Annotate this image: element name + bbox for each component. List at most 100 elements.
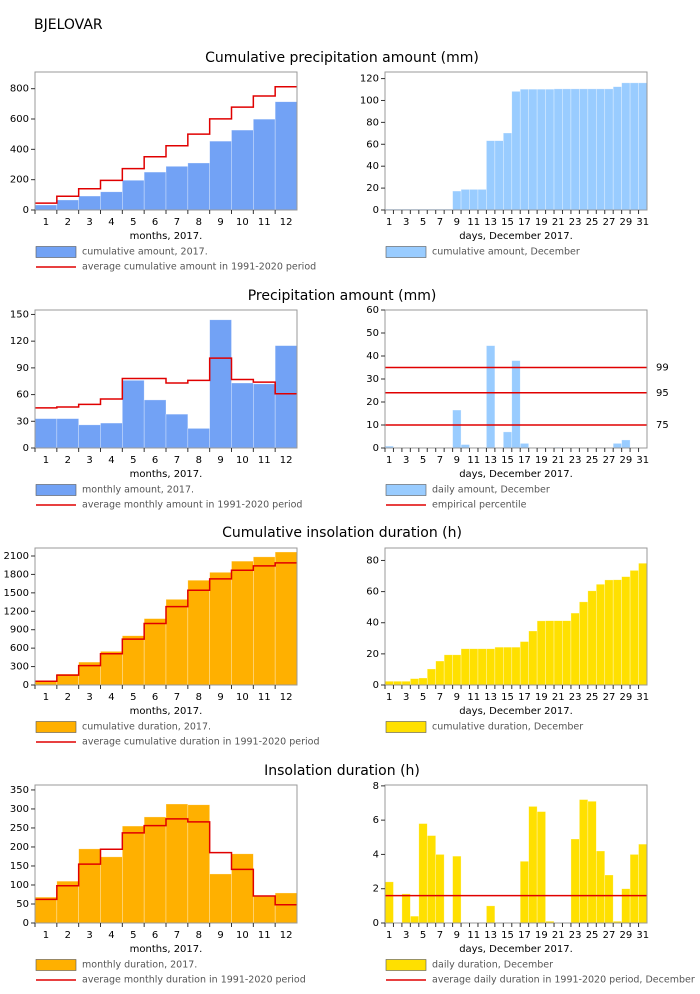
bar xyxy=(401,893,411,924)
bar xyxy=(274,101,298,211)
x-tick-label: 2 xyxy=(65,455,71,466)
legend-label: average daily duration in 1991-2020 peri… xyxy=(432,975,695,986)
bar xyxy=(253,556,276,686)
bar xyxy=(621,576,631,686)
bar xyxy=(253,896,276,924)
x-tick-label: 17 xyxy=(518,217,531,228)
bar xyxy=(452,654,462,686)
x-tick-label: 11 xyxy=(258,692,271,703)
plot-frame xyxy=(384,547,648,686)
x-tick-label: 11 xyxy=(258,930,271,941)
bar xyxy=(503,646,513,686)
bar xyxy=(570,88,580,211)
y-tick-label: 40 xyxy=(366,618,379,629)
x-tick-label: 11 xyxy=(467,930,480,941)
legend-label: daily duration, December xyxy=(432,960,553,971)
bar xyxy=(469,189,479,211)
bar xyxy=(122,635,145,686)
y-tick-label: 100 xyxy=(360,95,379,106)
bar xyxy=(122,179,145,211)
x-tick-label: 19 xyxy=(535,692,548,703)
bar xyxy=(231,560,254,686)
x-tick-label: 13 xyxy=(484,930,497,941)
x-tick-label: 15 xyxy=(501,692,514,703)
bar xyxy=(536,811,546,924)
bar xyxy=(187,579,210,686)
x-axis-label: months, 2017. xyxy=(130,469,203,480)
reference-label: 99 xyxy=(656,363,669,374)
y-tick-label: 0 xyxy=(373,205,379,216)
x-tick-label: 8 xyxy=(196,455,202,466)
bar xyxy=(56,418,79,449)
x-tick-label: 4 xyxy=(108,217,114,228)
y-tick-label: 400 xyxy=(10,144,29,155)
bar xyxy=(460,648,470,686)
legend-swatch xyxy=(35,959,77,971)
x-tick-label: 25 xyxy=(586,455,599,466)
bar xyxy=(143,816,167,924)
bar xyxy=(511,360,521,449)
x-tick-label: 3 xyxy=(403,930,409,941)
x-tick-label: 29 xyxy=(620,930,633,941)
y-tick-label: 1500 xyxy=(4,588,29,599)
y-tick-label: 100 xyxy=(10,880,29,891)
y-tick-label: 120 xyxy=(360,74,379,85)
x-tick-label: 1 xyxy=(386,930,392,941)
y-tick-label: 250 xyxy=(10,823,29,834)
y-tick-label: 120 xyxy=(10,336,29,347)
x-tick-label: 23 xyxy=(569,930,582,941)
bar xyxy=(187,162,210,211)
legend-label: monthly amount, 2017. xyxy=(82,485,194,496)
bar xyxy=(638,843,648,924)
x-tick-label: 13 xyxy=(484,217,497,228)
x-tick-label: 31 xyxy=(636,455,649,466)
legend-swatch xyxy=(385,721,427,733)
bar xyxy=(494,140,504,211)
bar xyxy=(100,651,123,686)
x-tick-label: 13 xyxy=(484,455,497,466)
y-tick-label: 60 xyxy=(16,390,29,401)
bar xyxy=(519,860,529,924)
x-tick-label: 2 xyxy=(65,217,71,228)
legend-label: empirical percentile xyxy=(432,500,527,511)
x-tick-label: 5 xyxy=(420,692,426,703)
bar xyxy=(209,319,232,449)
y-tick-label: 80 xyxy=(366,117,379,128)
bar xyxy=(545,620,555,686)
y-tick-label: 0 xyxy=(23,680,29,691)
x-tick-label: 4 xyxy=(108,930,114,941)
x-tick-label: 11 xyxy=(467,217,480,228)
x-tick-label: 5 xyxy=(420,217,426,228)
bar xyxy=(452,190,462,211)
section-title: Insolation duration (h) xyxy=(264,763,420,779)
x-tick-label: 3 xyxy=(86,455,92,466)
bar xyxy=(143,171,167,211)
y-tick-label: 150 xyxy=(10,309,29,320)
x-tick-label: 9 xyxy=(217,692,223,703)
bar xyxy=(477,189,487,211)
x-tick-label: 25 xyxy=(586,930,599,941)
bar xyxy=(570,612,580,686)
bar xyxy=(187,428,210,449)
x-tick-label: 10 xyxy=(236,692,249,703)
x-tick-label: 31 xyxy=(636,930,649,941)
x-tick-label: 27 xyxy=(603,930,616,941)
bar xyxy=(570,838,580,924)
x-tick-label: 19 xyxy=(535,455,548,466)
bar xyxy=(621,439,631,449)
x-tick-label: 7 xyxy=(437,930,443,941)
x-tick-label: 10 xyxy=(236,930,249,941)
bar xyxy=(460,189,470,211)
bar xyxy=(426,668,437,686)
legend-swatch xyxy=(35,484,77,496)
bar xyxy=(143,618,167,686)
x-tick-label: 21 xyxy=(552,217,565,228)
x-tick-label: 9 xyxy=(217,217,223,228)
y-tick-label: 1200 xyxy=(4,606,29,617)
x-tick-label: 27 xyxy=(603,692,616,703)
bar xyxy=(629,854,639,924)
x-tick-label: 10 xyxy=(236,455,249,466)
bar xyxy=(274,892,298,924)
bar xyxy=(579,799,589,924)
